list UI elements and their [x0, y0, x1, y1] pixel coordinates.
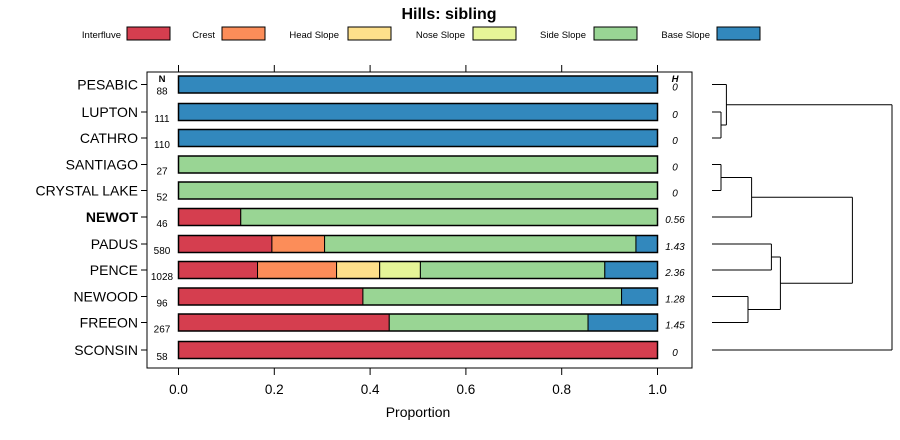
bar-segment-side-slope	[362, 287, 623, 306]
bar-segment-interfluve	[178, 341, 658, 359]
h-label: 0	[672, 136, 678, 147]
x-axis-title: Proportion	[386, 404, 451, 420]
h-label: 1.28	[665, 295, 685, 306]
bar-segment-base-slope	[178, 75, 658, 94]
bar-segment-interfluve	[178, 313, 390, 332]
bar-outline	[177, 207, 659, 227]
x-tick-label: 0.0	[169, 382, 188, 397]
legend: Interfluve Crest Head Slope Nose Slope Side …	[82, 26, 761, 41]
legend-swatch	[126, 26, 171, 41]
legend-swatch	[593, 26, 638, 41]
h-label: 1.43	[665, 242, 685, 253]
x-tick-label: 0.8	[552, 382, 571, 397]
bar-outline	[177, 155, 659, 174]
h-label: 0	[672, 163, 678, 174]
x-tick-label: 1.0	[648, 382, 667, 397]
n-label: 88	[156, 87, 168, 98]
n-label: 267	[154, 325, 171, 336]
h-label: 0	[672, 83, 678, 94]
bar-segment-base-slope	[178, 103, 658, 121]
bar-outline	[177, 260, 659, 280]
bar-segment-crest	[271, 235, 326, 253]
series-label: SANTIAGO	[66, 157, 138, 173]
bar-outline	[177, 340, 659, 360]
n-label: 96	[156, 299, 168, 310]
series-label: LUPTON	[81, 104, 138, 120]
x-tick-label: 0.6	[457, 382, 476, 397]
n-label: 52	[156, 193, 168, 204]
legend-label: Crest	[192, 30, 215, 41]
n-label: 46	[156, 219, 168, 230]
legend-label: Side Slope	[540, 30, 586, 41]
n-label: 580	[154, 246, 171, 257]
h-label: 1.45	[665, 321, 685, 332]
bar-segment-base-slope	[178, 129, 658, 147]
series-label: NEWOOD	[73, 289, 138, 305]
bar-outline	[177, 128, 659, 148]
bar-segment-side-slope	[324, 235, 637, 253]
bar-segment-interfluve	[178, 208, 242, 226]
bar-segment-head-slope	[336, 261, 381, 279]
legend-swatch	[472, 26, 517, 41]
bar-segment-base-slope	[621, 287, 659, 306]
legend-swatch	[221, 26, 266, 41]
bar-segment-crest	[257, 261, 338, 279]
series-label: NEWOT	[86, 209, 139, 225]
chart-title: Hills: sibling	[401, 6, 496, 23]
series-label: PENCE	[90, 262, 138, 278]
legend-swatch	[716, 26, 761, 41]
h-label: 0	[672, 348, 678, 359]
bar-outline	[177, 181, 659, 200]
bar-segment-side-slope	[178, 181, 658, 200]
bar-outline	[177, 313, 659, 332]
legend-label: Base Slope	[661, 30, 710, 41]
bar-segment-base-slope	[635, 235, 659, 253]
bar-segment-side-slope	[419, 261, 606, 279]
x-tick-label: 0.2	[265, 382, 284, 397]
bar-outline	[177, 102, 659, 122]
n-column-header: N	[159, 74, 166, 85]
bar-segment-interfluve	[178, 235, 273, 253]
bar-outline	[177, 287, 659, 306]
series-label: SCONSIN	[74, 342, 138, 358]
legend-swatch	[347, 26, 392, 41]
bar-segment-side-slope	[240, 208, 659, 226]
h-column-header: H	[672, 74, 680, 85]
n-label: 58	[156, 352, 168, 363]
h-label: 0	[672, 110, 678, 121]
series-label: CRYSTAL LAKE	[36, 183, 138, 199]
h-label: 0.56	[665, 215, 685, 226]
x-tick-label: 0.4	[361, 382, 380, 397]
series-label: PESABIC	[77, 77, 138, 93]
legend-label: Nose Slope	[416, 30, 465, 41]
h-label: 0	[672, 189, 678, 200]
bar-segment-interfluve	[178, 261, 259, 279]
n-label: 27	[156, 167, 168, 178]
bar-segment-nose-slope	[379, 261, 421, 279]
n-label: 1028	[151, 272, 174, 283]
bar-segment-base-slope	[604, 261, 658, 279]
n-label: 111	[154, 114, 170, 125]
h-label: 2.36	[664, 268, 685, 279]
bar-outline	[177, 75, 659, 94]
dendrogram	[712, 84, 893, 351]
n-label: 110	[154, 140, 170, 151]
series-label: PADUS	[91, 236, 138, 252]
bar-segment-side-slope	[178, 155, 658, 174]
series-label: CATHRO	[80, 130, 138, 146]
plot-area: N H PESABIC 88 0 LUPTON 111 0 CATHRO 110 0 SANTIAGO…	[36, 65, 693, 420]
bar-outline	[177, 234, 659, 254]
legend-label: Head Slope	[289, 30, 339, 41]
series-label: FREEON	[80, 315, 138, 331]
bar-segment-side-slope	[388, 313, 589, 332]
bar-segment-base-slope	[587, 313, 658, 332]
legend-label: Interfluve	[82, 30, 121, 41]
plot-panel	[146, 71, 693, 369]
bar-segment-interfluve	[178, 287, 364, 306]
